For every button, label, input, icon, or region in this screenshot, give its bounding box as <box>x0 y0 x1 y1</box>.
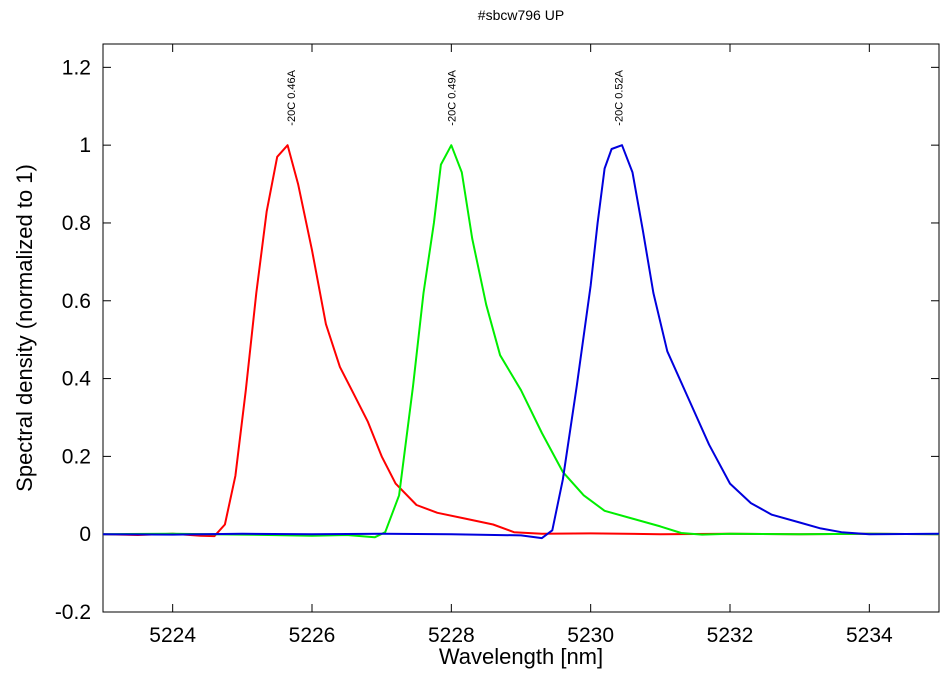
y-tick-label: 0.4 <box>62 368 92 391</box>
x-tick-label: 5224 <box>149 624 196 647</box>
y-axis-title: Spectral density (normalized to 1) <box>12 164 37 492</box>
peak-label: -20C 0.52A <box>614 69 626 125</box>
y-tick-label: 1 <box>79 134 91 157</box>
x-tick-label: 5232 <box>707 624 754 647</box>
y-tick-label: 0 <box>79 523 91 546</box>
axis-ticks <box>103 44 939 613</box>
x-tick-label: 5230 <box>567 624 614 647</box>
series-line <box>102 144 940 539</box>
axis-tick-labels: 5224 5226 5228 5230 5232 5234 -0.2 0 0.2 0.4 0.6 0.… <box>55 56 893 647</box>
peak-label: -20C 0.46A <box>286 69 298 125</box>
x-tick-label: 5226 <box>289 624 336 647</box>
y-tick-label: 0.6 <box>62 290 91 313</box>
chart-title: #sbcw796 UP <box>478 7 564 23</box>
series-line <box>102 144 940 538</box>
y-tick-label: 1.2 <box>62 56 91 79</box>
series-line <box>102 144 940 540</box>
x-axis-title: Wavelength [nm] <box>439 644 603 669</box>
x-tick-label: 5228 <box>428 624 475 647</box>
series-lines <box>102 144 940 540</box>
x-tick-label: 5234 <box>846 624 893 647</box>
plot-frame <box>102 43 940 613</box>
y-tick-label: -0.2 <box>55 601 91 624</box>
y-tick-label: 0.2 <box>62 445 91 468</box>
peak-label: -20C 0.49A <box>446 69 458 125</box>
peak-labels: -20C 0.46A -20C 0.49A -20C 0.52A <box>286 69 625 125</box>
y-tick-label: 0.8 <box>62 212 91 235</box>
